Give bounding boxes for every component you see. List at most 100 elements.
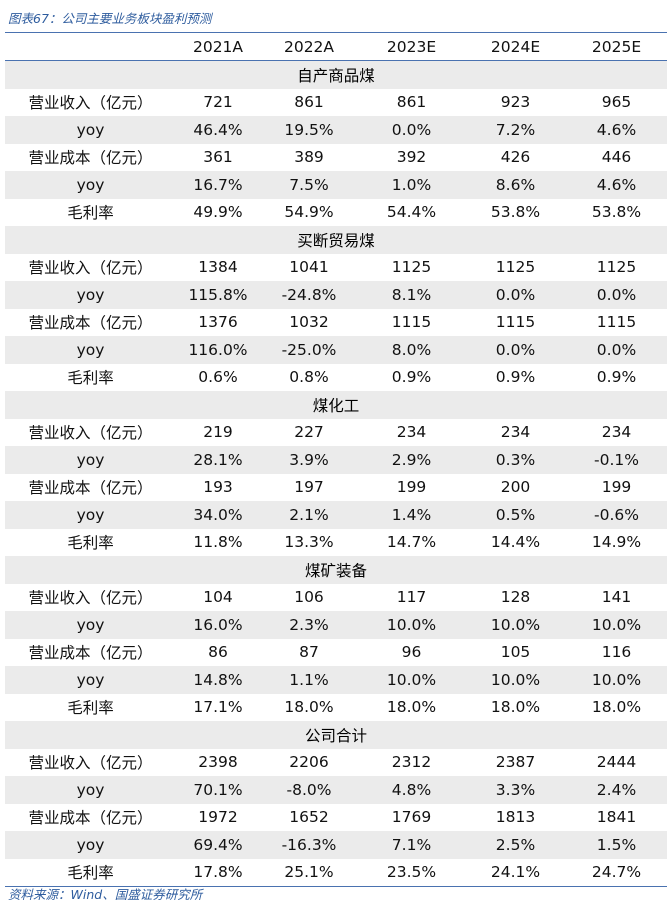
table-cell: 0.9% <box>391 368 432 387</box>
row-label: 营业收入（亿元） <box>28 754 153 773</box>
table-cell: 1115 <box>495 313 536 332</box>
table-cell: 105 <box>500 643 531 662</box>
row-label: yoy <box>76 285 105 304</box>
table-cell: 965 <box>601 93 632 112</box>
table-cell: 0.8% <box>289 368 329 387</box>
row-label: 营业收入（亿元） <box>28 94 153 113</box>
column-header: 2021A <box>192 37 244 56</box>
table-cell: 923 <box>500 93 531 112</box>
table-cell: 2.3% <box>289 615 329 634</box>
table-cell: 1125 <box>596 258 637 277</box>
table-cell: 1.1% <box>289 670 329 689</box>
table-cell: 0.9% <box>495 368 536 387</box>
table-cell: 234 <box>601 423 632 442</box>
table-cell: 4.8% <box>391 780 432 799</box>
table-cell: 2.4% <box>596 780 637 799</box>
table-cell: 7.2% <box>495 120 536 139</box>
table-row: 营业成本（亿元） 193 197 199 200 199 <box>5 474 667 502</box>
row-label: 营业收入（亿元） <box>28 259 153 278</box>
row-label: 营业成本（亿元） <box>28 149 153 168</box>
column-header: 2024E <box>490 37 541 56</box>
table-cell: 392 <box>396 148 427 167</box>
table-cell: 2.1% <box>289 505 329 524</box>
table-row: yoy 116.0% -25.0% 8.0% 0.0% 0.0% <box>5 336 667 364</box>
table-cell: -16.3% <box>281 835 337 854</box>
table-cell: 234 <box>500 423 531 442</box>
table-cell: 0.0% <box>596 340 637 359</box>
row-label: 营业成本（亿元） <box>28 809 153 828</box>
table-cell: 25.1% <box>284 863 334 882</box>
table-cell: 1769 <box>391 808 432 827</box>
table-cell: 87 <box>299 643 319 662</box>
row-label: 营业成本（亿元） <box>28 314 153 333</box>
table-cell: 1115 <box>596 313 637 332</box>
table-row: 营业成本（亿元） 1376 1032 1115 1115 1115 <box>5 309 667 337</box>
table-cell: 141 <box>601 588 632 607</box>
table-cell: 1652 <box>289 808 329 827</box>
table-cell: 18.0% <box>490 698 541 717</box>
section-header: 买断贸易煤 <box>5 226 667 254</box>
row-label: 营业成本（亿元） <box>28 479 153 498</box>
row-label: 毛利率 <box>67 369 114 388</box>
row-label: yoy <box>76 450 105 469</box>
table-row: 营业成本（亿元） 86 87 96 105 116 <box>5 639 667 667</box>
table-cell: 1041 <box>289 258 329 277</box>
table-cell: 426 <box>500 148 531 167</box>
row-label: yoy <box>76 175 105 194</box>
table-cell: 2206 <box>289 753 329 772</box>
table-cell: 721 <box>203 93 233 112</box>
table-cell: 389 <box>294 148 324 167</box>
table-cell: 3.9% <box>289 450 329 469</box>
table-cell: 4.6% <box>596 175 637 194</box>
table-cell: 24.7% <box>591 863 642 882</box>
table-row: 毛利率 11.8% 13.3% 14.7% 14.4% 14.9% <box>5 529 667 557</box>
table-cell: 361 <box>203 148 233 167</box>
row-label: yoy <box>76 615 105 634</box>
table-cell: 17.8% <box>193 863 243 882</box>
table-cell: 46.4% <box>193 120 243 139</box>
table-cell: 14.4% <box>490 533 541 552</box>
table-cell: 8.1% <box>391 285 432 304</box>
table-cell: 0.6% <box>198 368 238 387</box>
table-cell: 2444 <box>596 753 637 772</box>
table-cell: 53.8% <box>591 203 642 222</box>
table-row: 营业成本（亿元） 1972 1652 1769 1813 1841 <box>5 804 667 832</box>
table-cell: 7.1% <box>391 835 432 854</box>
table-cell: 8.0% <box>391 340 432 359</box>
table-cell: 1813 <box>495 808 536 827</box>
table-cell: -0.6% <box>594 505 639 524</box>
section-header: 煤化工 <box>5 391 667 419</box>
table-cell: 861 <box>396 93 427 112</box>
table-cell: 13.3% <box>284 533 334 552</box>
column-header: 2025E <box>591 37 642 56</box>
table-cell: 1.0% <box>391 175 432 194</box>
table-row: yoy 16.0% 2.3% 10.0% 10.0% 10.0% <box>5 611 667 639</box>
table-cell: 115.8% <box>188 285 248 304</box>
row-label: 毛利率 <box>67 204 114 223</box>
table-cell: 8.6% <box>495 175 536 194</box>
table-cell: 28.1% <box>193 450 243 469</box>
table-cell: 199 <box>601 478 632 497</box>
table-cell: 86 <box>208 643 228 662</box>
table-row: 营业收入（亿元） 1384 1041 1125 1125 1125 <box>5 254 667 282</box>
table-cell: 1841 <box>596 808 637 827</box>
row-label: 毛利率 <box>67 699 114 718</box>
table-cell: 10.0% <box>591 670 642 689</box>
table-cell: 0.9% <box>596 368 637 387</box>
row-label: yoy <box>76 505 105 524</box>
table-cell: 0.5% <box>495 505 536 524</box>
table-cell: 227 <box>294 423 324 442</box>
table-cell: 1032 <box>289 313 329 332</box>
table-cell: 10.0% <box>386 670 437 689</box>
table-cell: 106 <box>294 588 324 607</box>
table-cell: 2398 <box>198 753 238 772</box>
table-row: yoy 16.7% 7.5% 1.0% 8.6% 4.6% <box>5 171 667 199</box>
table-cell: 10.0% <box>386 615 437 634</box>
table-row: yoy 14.8% 1.1% 10.0% 10.0% 10.0% <box>5 666 667 694</box>
row-label: yoy <box>76 780 105 799</box>
table-cell: 53.8% <box>490 203 541 222</box>
table-cell: 104 <box>203 588 233 607</box>
table-cell: 54.9% <box>284 203 334 222</box>
table-cell: 14.7% <box>386 533 437 552</box>
table-cell: 117 <box>396 588 427 607</box>
